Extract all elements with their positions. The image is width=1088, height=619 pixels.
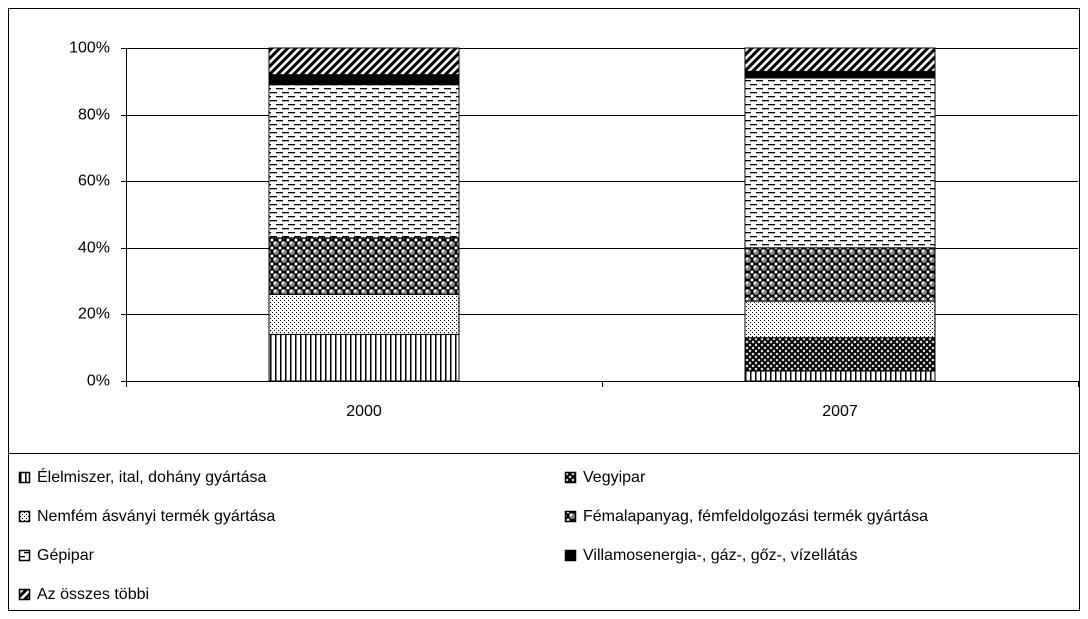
- legend-label: Fémalapanyag, fémfeldolgozási termék gyá…: [583, 508, 928, 525]
- bar-segment: [744, 77, 936, 249]
- legend-label: Nemfém ásványi termék gyártása: [37, 508, 275, 525]
- bar-segment: [744, 70, 936, 79]
- bar-segment: [268, 333, 460, 382]
- bar-segment: [268, 237, 460, 295]
- legend-swatch: [18, 588, 31, 601]
- y-tick-label: 80%: [78, 107, 110, 124]
- legend-label: Gépipar: [37, 547, 95, 564]
- bar-segment: [744, 247, 936, 302]
- legend-swatch: [18, 549, 31, 562]
- y-tick-label: 0%: [87, 373, 110, 390]
- legend-swatch: [18, 510, 31, 523]
- legend-label: Vegyipar: [583, 469, 646, 486]
- y-tick-label: 60%: [78, 173, 110, 190]
- legend-swatch: [18, 471, 31, 484]
- legend-swatch: [564, 510, 577, 523]
- y-tick-label: 100%: [69, 40, 110, 57]
- bar-segment: [268, 74, 460, 86]
- y-tick-label: 20%: [78, 306, 110, 323]
- x-tick-label: 2000: [346, 403, 382, 420]
- legend-label: Villamosenergia-, gáz-, gőz-, vízellátás: [583, 547, 858, 564]
- bar-segment: [268, 293, 460, 335]
- legend-label: Az összes többi: [37, 586, 149, 603]
- legend-box: [8, 453, 1080, 611]
- x-tick-label: 2007: [822, 403, 858, 420]
- bar-segment: [744, 370, 936, 382]
- bar-segment: [268, 84, 460, 239]
- legend-swatch: [564, 471, 577, 484]
- bar-segment: [744, 47, 936, 72]
- bar-segment: [744, 337, 936, 372]
- legend-swatch: [564, 549, 577, 562]
- bar-segment: [268, 47, 460, 76]
- legend-label: Élelmiszer, ital, dohány gyártása: [37, 467, 267, 486]
- y-tick-label: 40%: [78, 240, 110, 257]
- bar-segment: [744, 300, 936, 339]
